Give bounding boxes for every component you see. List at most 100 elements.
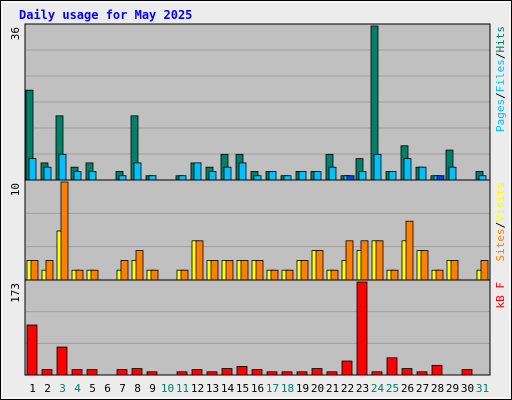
x-tick-label: 31 (476, 382, 489, 395)
panel-kbytes-area (24, 279, 491, 376)
x-tick-label: 5 (89, 382, 96, 395)
legend-visits: Sites/Visits (494, 182, 507, 262)
legend-item: kB F (494, 282, 507, 309)
bar-sites (300, 259, 309, 281)
bar-sites (225, 259, 234, 281)
chart-panels: 36 Pages/Files/Hits 10 Sites/Visits 173 kB F (9, 23, 507, 376)
bar-sites (330, 269, 339, 281)
bar-files (118, 175, 127, 181)
bar-files (403, 158, 412, 181)
bar-kb-f (191, 369, 203, 376)
x-tick-label: 15 (236, 382, 249, 395)
bar-files (193, 162, 202, 181)
bar-files (358, 171, 367, 181)
bar-sites (150, 269, 159, 281)
bar-files (313, 171, 322, 181)
bar-kb-f (371, 371, 383, 376)
bar-sites (345, 240, 354, 281)
bar-files (298, 171, 307, 181)
x-tick-label: 4 (74, 382, 81, 395)
bar-sites (375, 240, 384, 281)
bar-kb-f (311, 368, 323, 376)
x-tick-label: 20 (311, 382, 324, 395)
x-tick-label: 17 (266, 382, 279, 395)
x-tick-label: 30 (461, 382, 474, 395)
bar-kb-f (251, 369, 263, 376)
x-tick-label: 18 (281, 382, 294, 395)
bar-files (478, 175, 487, 181)
bar-files (238, 162, 247, 181)
bar-sites (420, 250, 429, 281)
x-tick-label: 22 (341, 382, 354, 395)
bar-sites (405, 220, 414, 281)
bar-kb-f (281, 371, 293, 376)
bar-sites (75, 269, 84, 281)
bar-kb-f (71, 369, 83, 376)
bar-sites (180, 269, 189, 281)
legend-item: Hits (494, 26, 507, 53)
bar-sites (255, 259, 264, 281)
bar-kb-f (206, 371, 218, 376)
bar-sites (195, 240, 204, 281)
bar-kb-f (356, 281, 368, 376)
x-axis-labels: 1 2 3 4 5 6 7 8 9 10 11 12 13 14 15 16 17 18 19 20 21 22 23 24 2… (29, 382, 489, 395)
x-tick-label: 11 (176, 382, 189, 395)
bar-sites (450, 259, 459, 281)
bar-kb-f (296, 371, 308, 376)
bar-sites (30, 259, 39, 281)
bar-files (148, 175, 157, 181)
bar-sites (270, 269, 279, 281)
legend-kbytes: kB F (494, 282, 507, 309)
panel-visits: 10 Sites/Visits (9, 179, 507, 281)
x-tick-label: 3 (59, 382, 66, 395)
bar-pages (346, 175, 355, 181)
x-tick-label: 19 (296, 382, 309, 395)
bar-files (418, 166, 427, 181)
bar-sites (390, 269, 399, 281)
x-tick-label: 9 (149, 382, 156, 395)
bar-kb-f (341, 360, 353, 376)
x-tick-label: 24 (371, 382, 385, 395)
bar-files (208, 171, 217, 181)
bar-kb-f (131, 368, 143, 376)
bar-sites (285, 269, 294, 281)
legend-item: Pages (494, 99, 507, 132)
bar-files (133, 162, 142, 181)
bar-pages (436, 175, 445, 181)
bar-files (253, 175, 262, 181)
bar-files (88, 171, 97, 181)
x-tick-label: 26 (401, 382, 414, 395)
panel-hits: 36 Pages/Files/Hits (9, 23, 507, 181)
bar-sites (90, 269, 99, 281)
legend-item: Visits (494, 182, 507, 222)
bar-kb-f (326, 371, 338, 376)
x-tick-label: 21 (326, 382, 339, 395)
x-tick-label: 2 (44, 382, 51, 395)
bar-files (328, 166, 337, 181)
bar-kb-f (176, 371, 188, 376)
bar-sites (315, 250, 324, 281)
bar-sites (240, 259, 249, 281)
x-tick-label: 10 (161, 382, 174, 395)
bar-sites (360, 240, 369, 281)
bar-kb-f (236, 365, 248, 376)
x-tick-label: 25 (386, 382, 399, 395)
legend-item: Sites (494, 228, 507, 261)
legend-item: Files (494, 59, 507, 92)
bar-kb-f (56, 346, 68, 376)
bar-files (178, 175, 187, 181)
bar-kb-f (26, 324, 38, 376)
x-tick-label: 16 (251, 382, 264, 395)
y-max-label-kbytes: 173 (9, 283, 22, 303)
bar-kb-f (221, 368, 233, 376)
bar-kb-f (266, 371, 278, 376)
bar-sites (435, 269, 444, 281)
bar-kb-f (431, 364, 443, 376)
bar-kb-f (41, 369, 53, 376)
x-tick-label: 27 (416, 382, 429, 395)
x-tick-label: 13 (206, 382, 219, 395)
bar-sites (45, 259, 54, 281)
bar-sites (60, 181, 69, 281)
bar-kb-f (416, 371, 428, 376)
